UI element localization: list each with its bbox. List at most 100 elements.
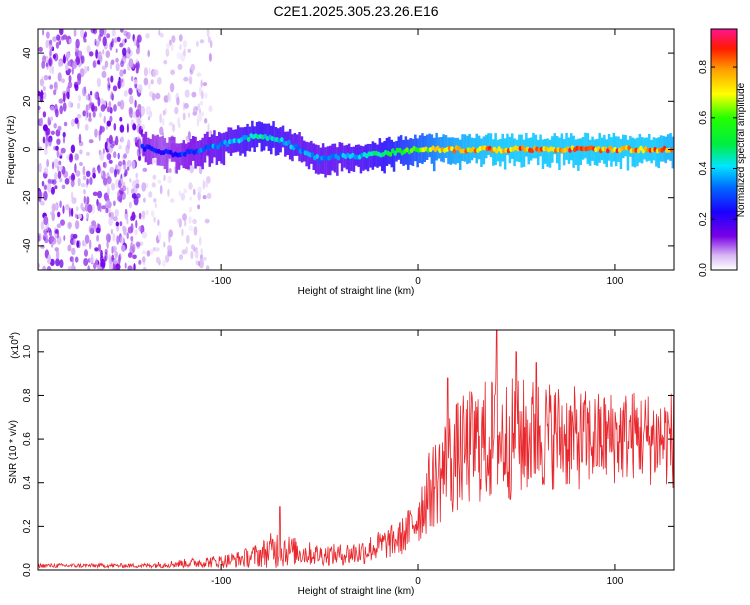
ridge-halo bbox=[513, 138, 516, 167]
noise-speckle bbox=[82, 165, 86, 176]
noise-speckle bbox=[183, 102, 189, 109]
noise-speckle bbox=[162, 110, 166, 116]
noise-speckle bbox=[55, 145, 59, 151]
ridge-halo bbox=[671, 136, 674, 169]
noise-speckle bbox=[193, 226, 198, 236]
ridge-halo bbox=[482, 136, 486, 165]
noise-speckle bbox=[197, 186, 202, 193]
ridge-halo bbox=[199, 140, 202, 167]
noise-speckle bbox=[134, 99, 137, 108]
ridge-halo bbox=[522, 139, 526, 167]
noise-region bbox=[38, 29, 145, 270]
ridge-core bbox=[388, 151, 393, 157]
noise-speckle bbox=[135, 179, 140, 184]
ridge-halo bbox=[222, 132, 226, 166]
noise-speckle bbox=[91, 104, 95, 112]
noise-speckle bbox=[83, 258, 89, 266]
ridge-halo bbox=[503, 138, 507, 170]
noise-speckle bbox=[55, 258, 60, 267]
noise-speckle bbox=[67, 221, 72, 230]
noise-speckle bbox=[111, 183, 115, 191]
noise-speckle bbox=[103, 29, 107, 36]
noise-speckle bbox=[90, 253, 94, 262]
noise-speckle bbox=[86, 178, 89, 186]
ridge-halo bbox=[666, 134, 670, 160]
noise-speckle bbox=[105, 207, 109, 214]
noise-speckle bbox=[71, 191, 74, 200]
noise-speckle bbox=[67, 244, 72, 252]
colorbar: 0.0 0.2 0.4 0.6 0.8 Normalized spectral ampl… bbox=[698, 28, 747, 277]
noise-speckle bbox=[141, 256, 146, 263]
noise-speckle bbox=[161, 259, 167, 267]
noise-speckle bbox=[112, 85, 118, 92]
noise-speckle bbox=[87, 103, 91, 111]
noise-speckle bbox=[138, 155, 142, 162]
noise-speckle bbox=[38, 105, 41, 111]
colorbar-tick-label: 0.2 bbox=[698, 212, 709, 226]
noise-speckle bbox=[105, 200, 109, 206]
noise-speckle bbox=[152, 174, 157, 180]
noise-speckle bbox=[166, 42, 171, 49]
noise-speckle bbox=[145, 33, 150, 39]
noise-speckle bbox=[95, 49, 99, 59]
noise-speckle bbox=[192, 111, 198, 116]
noise-speckle bbox=[133, 37, 137, 47]
noise-speckle bbox=[197, 204, 201, 210]
noise-speckle bbox=[53, 89, 57, 96]
ridge-core bbox=[452, 148, 457, 154]
ridge-core bbox=[287, 139, 291, 145]
noise-speckle bbox=[102, 148, 105, 155]
snr-x-label: Height of straight line (km) bbox=[298, 586, 415, 597]
noise-speckle bbox=[75, 38, 80, 49]
noise-speckle bbox=[106, 153, 112, 161]
noise-speckle bbox=[206, 265, 210, 270]
noise-speckle bbox=[111, 38, 115, 44]
noise-speckle bbox=[111, 93, 114, 101]
noise-speckle bbox=[197, 113, 203, 122]
noise-speckle bbox=[62, 136, 66, 144]
noise-speckle bbox=[105, 233, 111, 242]
noise-speckle bbox=[108, 159, 113, 164]
noise-speckle bbox=[135, 183, 140, 189]
noise-speckle bbox=[190, 63, 196, 72]
ridge-halo bbox=[593, 139, 597, 166]
ridge-halo bbox=[166, 142, 169, 173]
noise-speckle bbox=[52, 36, 57, 42]
noise-speckle bbox=[167, 188, 170, 197]
noise-speckle bbox=[115, 135, 119, 146]
noise-speckle bbox=[55, 41, 60, 49]
ridge-halo bbox=[288, 129, 292, 160]
noise-speckle bbox=[109, 107, 113, 114]
noise-speckle bbox=[108, 212, 111, 218]
ridge-halo bbox=[416, 138, 419, 168]
noise-speckle bbox=[135, 172, 138, 179]
noise-speckle bbox=[148, 67, 151, 75]
noise-speckle bbox=[43, 74, 49, 81]
noise-speckle bbox=[67, 81, 73, 89]
noise-speckle bbox=[43, 215, 49, 226]
noise-speckle bbox=[119, 99, 125, 110]
noise-speckle bbox=[163, 241, 166, 248]
noise-speckle bbox=[161, 118, 165, 126]
noise-speckle bbox=[49, 105, 55, 112]
noise-speckle bbox=[117, 152, 120, 160]
noise-speckle bbox=[141, 231, 147, 239]
noise-speckle bbox=[196, 72, 202, 77]
noise-speckle bbox=[41, 180, 45, 187]
ridge-halo bbox=[149, 138, 152, 165]
noise-speckle bbox=[117, 101, 121, 107]
noise-speckle bbox=[38, 162, 42, 173]
noise-speckle bbox=[42, 136, 46, 144]
noise-speckle bbox=[71, 197, 77, 204]
noise-speckle bbox=[150, 79, 154, 85]
noise-speckle bbox=[118, 160, 123, 167]
noise-speckle bbox=[191, 91, 197, 98]
noise-speckle bbox=[100, 258, 106, 268]
ridge-core bbox=[225, 142, 230, 148]
noise-speckle bbox=[92, 172, 96, 179]
noise-speckle bbox=[153, 198, 157, 203]
ridge-halo bbox=[378, 138, 382, 167]
noise-speckle bbox=[192, 218, 198, 224]
noise-speckle bbox=[131, 243, 136, 253]
x-tick-label: 100 bbox=[607, 276, 624, 287]
